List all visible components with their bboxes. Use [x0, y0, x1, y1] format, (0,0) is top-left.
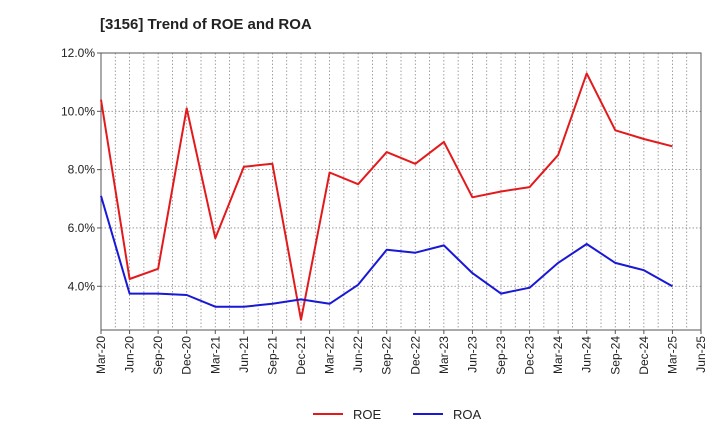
y-tick-label: 8.0% — [68, 163, 96, 177]
x-tick-label: Jun-22 — [351, 336, 365, 373]
series — [100, 72, 673, 321]
legend: ROE ROA — [313, 407, 482, 422]
x-tick-label: Sep-21 — [265, 336, 279, 375]
x-tick-label: Jun-25 — [694, 336, 708, 373]
x-tick-label: Jun-24 — [580, 336, 594, 373]
x-tick-label: Sep-23 — [494, 336, 508, 375]
y-tick-label: 12.0% — [61, 46, 95, 60]
y-tick-label: 4.0% — [68, 279, 96, 293]
y-tick-label: 10.0% — [61, 104, 95, 118]
grid — [100, 52, 702, 330]
x-tick-label: Mar-20 — [94, 336, 108, 374]
x-tick-label: Dec-20 — [180, 336, 194, 375]
x-tick-label: Sep-22 — [380, 336, 394, 375]
x-tick-label: Mar-22 — [323, 336, 337, 374]
x-tick-label: Mar-24 — [551, 336, 565, 374]
chart-title: [3156] Trend of ROE and ROA — [100, 16, 312, 33]
series-line-roa — [100, 195, 673, 308]
x-tick-label: Dec-21 — [294, 336, 308, 375]
x-tick-label: Sep-24 — [608, 336, 622, 375]
legend-label-roe: ROE — [353, 407, 382, 422]
y-tick-label: 6.0% — [68, 221, 96, 235]
x-tick-label: Mar-25 — [665, 336, 679, 374]
x-tick-label: Jun-20 — [123, 336, 137, 373]
x-tick-label: Jun-23 — [465, 336, 479, 373]
series-line-roe — [100, 72, 673, 321]
legend-label-roa: ROA — [453, 407, 482, 422]
x-tick-label: Mar-21 — [208, 336, 222, 374]
x-tick-label: Sep-20 — [151, 336, 165, 375]
x-tick-label: Mar-23 — [437, 336, 451, 374]
axes: 4.0% 6.0% 8.0% 10.0% 12.0% Mar-20 Jun-20 Sep-20… — [61, 46, 708, 375]
plot-frame — [100, 52, 702, 331]
x-tick-label: Jun-21 — [237, 336, 251, 373]
x-tick-label: Dec-24 — [637, 336, 651, 375]
x-tick-label: Dec-23 — [523, 336, 537, 375]
x-tick-label: Dec-22 — [408, 336, 422, 375]
